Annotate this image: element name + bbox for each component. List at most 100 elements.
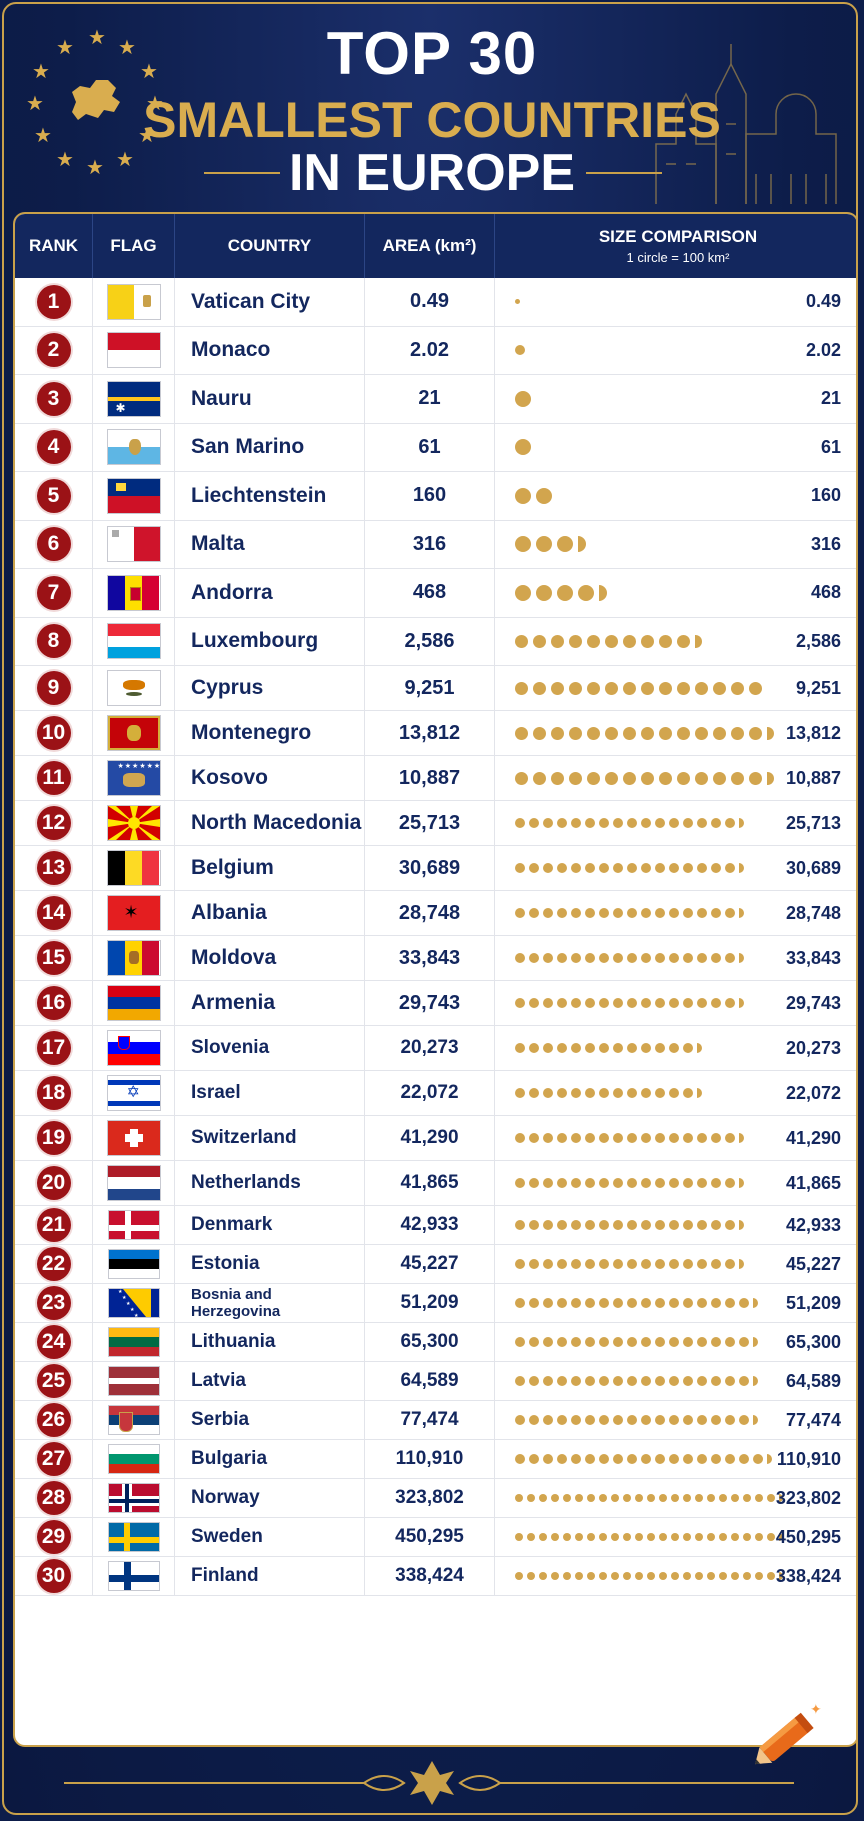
svg-text:★: ★: [34, 123, 52, 147]
circle-bar: [515, 1440, 776, 1478]
size-circle: [599, 1454, 609, 1464]
size-circle: [683, 1415, 693, 1425]
albania-flag-icon: ✶: [106, 895, 161, 931]
rank-cell: 23: [15, 1284, 93, 1322]
country-name: Netherlands: [175, 1161, 365, 1205]
size-circle: [739, 953, 744, 963]
size-circle: [575, 1533, 583, 1541]
size-circle: [515, 1259, 525, 1269]
size-circle: [599, 1376, 609, 1386]
size-circle: [659, 771, 672, 785]
flag-cell: [93, 1026, 175, 1070]
circle-bar: [515, 1026, 706, 1070]
size-circle: [655, 1298, 665, 1308]
size-circle: [585, 1088, 595, 1098]
size-circle: [605, 681, 618, 695]
size-circle: [529, 998, 539, 1008]
svg-text:★: ★: [32, 59, 50, 83]
table-header: RANK FLAG COUNTRY AREA (km²) SIZE COMPAR…: [15, 214, 856, 278]
size-circle: [669, 1337, 679, 1347]
size-circle: [749, 726, 762, 740]
size-circle: [571, 1043, 581, 1053]
size-circle: [627, 1220, 637, 1230]
country-name: Serbia: [175, 1401, 365, 1439]
size-circle: [571, 953, 581, 963]
svg-text:★: ★: [138, 123, 156, 147]
rank-badge: 22: [36, 1247, 71, 1281]
size-circle: [711, 1337, 721, 1347]
size-circle: [543, 1337, 553, 1347]
size-circle: [613, 1454, 623, 1464]
size-circle: [647, 1533, 655, 1541]
size-circle: [515, 536, 531, 553]
size-circle: [623, 1533, 631, 1541]
size-circle: [527, 1572, 535, 1580]
rank-badge: 27: [36, 1442, 71, 1476]
size-circle: [599, 863, 609, 873]
size-comparison-cell: 20,273: [495, 1026, 856, 1070]
flag-cell: [93, 801, 175, 845]
size-circle: [543, 908, 553, 918]
svg-text:★: ★: [140, 59, 158, 83]
size-circle: [655, 998, 665, 1008]
flag-cell: [93, 1161, 175, 1205]
size-circle: [635, 1533, 643, 1541]
flag-cell: [93, 1116, 175, 1160]
size-circle: [585, 1259, 595, 1269]
size-circle: [575, 1572, 583, 1580]
size-circle: [743, 1494, 751, 1502]
size-comparison-cell: 323,802: [495, 1479, 856, 1517]
table-row: 16 Armenia 29,743 29,743: [15, 981, 856, 1026]
size-circle: [711, 1454, 721, 1464]
size-circle: [543, 1178, 553, 1188]
circle-bar: [515, 1401, 762, 1439]
size-circle: [613, 998, 623, 1008]
rank-cell: 5: [15, 472, 93, 520]
comparison-title: SIZE COMPARISON: [598, 227, 758, 246]
rank-cell: 17: [15, 1026, 93, 1070]
size-circle: [515, 345, 525, 356]
flag-cell: [93, 1479, 175, 1517]
size-circle: [515, 299, 520, 305]
size-circle: [697, 1220, 707, 1230]
size-comparison-cell: 0.49: [495, 278, 856, 326]
size-circle: [655, 1220, 665, 1230]
table-row: 19 Switzerland 41,290 41,290: [15, 1116, 856, 1161]
size-circle: [711, 1178, 721, 1188]
size-circle: [571, 1133, 581, 1143]
rank-badge: 6: [36, 527, 71, 562]
size-circle: [641, 998, 651, 1008]
size-comparison-cell: 45,227: [495, 1245, 856, 1283]
size-comparison-cell: 160: [495, 472, 856, 520]
area-value: 25,713: [365, 801, 495, 845]
size-circle: [753, 1454, 763, 1464]
size-circle: [739, 1415, 749, 1425]
size-circle: [669, 953, 679, 963]
size-circle: [557, 1088, 567, 1098]
size-circle: [543, 1298, 553, 1308]
latvia-flag-icon: [107, 1366, 160, 1396]
rank-badge: 15: [36, 941, 71, 975]
size-circle: [641, 1259, 651, 1269]
size-circle: [587, 1533, 595, 1541]
rank-badge: 30: [36, 1559, 71, 1593]
rank-badge: 29: [36, 1520, 71, 1554]
rank-badge: 8: [36, 624, 71, 659]
size-circle: [739, 1454, 749, 1464]
size-circle: [529, 1220, 539, 1230]
rank-cell: 24: [15, 1323, 93, 1361]
svg-text:★: ★: [26, 91, 44, 115]
size-circle: [543, 1376, 553, 1386]
size-circle: [683, 1337, 693, 1347]
size-circle: [613, 1088, 623, 1098]
flag-cell: [93, 1323, 175, 1361]
size-circle: [627, 1337, 637, 1347]
size-circle: [671, 1572, 679, 1580]
size-circle: [725, 818, 735, 828]
size-circle: [551, 1494, 559, 1502]
area-value: 468: [365, 569, 495, 617]
size-circle: [725, 1220, 735, 1230]
size-circle: [543, 1088, 553, 1098]
size-circle: [713, 726, 726, 740]
